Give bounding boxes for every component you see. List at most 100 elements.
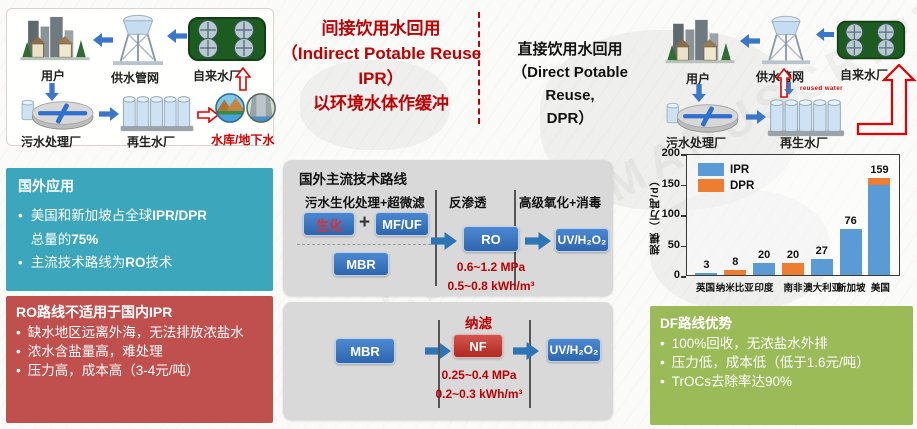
bar-segment-dpr: [868, 178, 891, 185]
reclaimed-label: 再生水厂: [780, 136, 829, 150]
bullet-item: • 压力高，成本高（3-4元/吨）: [16, 362, 263, 381]
bullet-item: • TrOCs去除率达90%: [660, 372, 903, 391]
legend-swatch: [698, 179, 724, 192]
bar-value-label: 8: [732, 256, 739, 269]
waterworks-label: 自来水厂: [193, 69, 242, 83]
y-tick-label: 0: [673, 269, 680, 281]
bar-column: 159: [868, 164, 891, 275]
df-advantage-box: DF路线优势 • 100%回收，无浓盐水外排 • 压力低，成本低（低于1.6元/吨）…: [650, 306, 913, 425]
flow-title: 国外主流技术路线: [299, 172, 407, 187]
bar-segment-dpr: [781, 262, 804, 275]
water-tower-icon: [111, 13, 165, 67]
waterworks-icon: [836, 18, 906, 62]
bullet-item: • 主流技术路线为RO技术: [18, 251, 261, 275]
flow-arrow-right-icon: [746, 110, 766, 124]
box-title: DF路线优势: [660, 316, 732, 331]
x-tick-label: 美国: [870, 283, 890, 294]
map-watermark-blob: [300, 60, 450, 150]
stage2-header: 反渗透: [449, 196, 487, 210]
network-label: 供水管网: [111, 71, 160, 85]
bullet-marker: •: [18, 255, 23, 271]
clarifier-icon: [17, 97, 97, 131]
bullet-marker: •: [660, 374, 665, 390]
bullet-marker: •: [18, 208, 23, 223]
stage3-header: 高级氧化+消毒: [519, 196, 602, 210]
bar-value-label: 20: [786, 248, 800, 261]
plus-sign: +: [359, 212, 371, 233]
bullet-text: TrOCs去除率达90%: [671, 374, 792, 390]
bar-segment-ipr: [810, 258, 833, 275]
bullet-item: • 浓水含盐量高，难处理: [16, 343, 263, 362]
dashed-separator: [297, 244, 431, 245]
pressure-spec: 0.6~1.2 MPa: [456, 260, 526, 274]
chart-bars: 3 8 20 20 27 76 159: [687, 155, 899, 275]
bullet-item: • 压力低，成本低（低于1.6元/吨）: [660, 353, 903, 372]
clarifier-icon: [662, 100, 742, 134]
bar-column: 20: [753, 249, 776, 275]
chart-x-labels: 英国 纳米比亚 印度 南非 澳大利亚 新加坡 美国: [686, 280, 900, 294]
bullet-item: • 缺水地区远离外海，无法排放浓盐水: [16, 324, 263, 343]
flow-arrow-right-icon: [99, 107, 119, 121]
reclaimed-label: 再生水厂: [127, 135, 176, 149]
bar-column: 3: [695, 259, 718, 275]
ro-specs: 0.6~1.2 MPa 0.5~0.8 kWh/m³: [441, 258, 541, 295]
nf-specs: 0.25~0.4 MPa 0.2~0.3 kWh/m³: [425, 366, 533, 403]
bar-column: 8: [724, 256, 747, 275]
mbr-box: MBR: [335, 338, 395, 364]
waterworks-label: 自来水厂: [840, 68, 889, 82]
city-icon: [19, 15, 91, 65]
foreign-tech-route-box: 国外主流技术路线 污水生化处理+超微滤 反渗透 高级氧化+消毒 生化 + MF/…: [283, 160, 613, 296]
ipr-dpr-scale-chart: 规模（万吨/d） 3 8 20 20 27 76 159 英国 纳米比亚 印度 南非 澳大利亚 新加坡…: [646, 146, 914, 304]
uv-box: UV/H₂O₂: [555, 228, 609, 252]
y-tick-mark: [681, 276, 686, 278]
bullet-marker: •: [660, 336, 665, 351]
bullet-marker: •: [16, 362, 21, 378]
ipr-diagram: 用户 供水管网 自来水厂 污水处理厂 再生水厂 水库/地下水: [6, 8, 277, 149]
mbr-box: MBR: [333, 252, 389, 276]
bullet-text: 缺水地区远离外海，无法排放浓盐水: [27, 325, 244, 340]
dpr-diagram: 用户 供水管网 自来水厂 污水处理厂 再生水厂 reused water: [648, 6, 917, 150]
y-tick-mark: [681, 154, 686, 156]
nf-header: 纳滤: [465, 316, 492, 331]
legend-label: IPR: [730, 163, 750, 176]
flow-arrow-left-icon: [167, 29, 187, 43]
waterworks-icon: [187, 15, 267, 63]
bullet-marker: •: [16, 325, 21, 340]
tanks-icon: [766, 96, 846, 138]
dpr-title: 直接饮用水回用 （Direct Potable Reuse, DPR）: [486, 38, 654, 130]
bar-column: 76: [839, 215, 862, 275]
red-outline-arrow-right-icon: [197, 107, 219, 123]
bar-column: 27: [810, 245, 833, 275]
nf-box: NF: [453, 334, 503, 358]
stage1-header: 污水生化处理+超微滤: [305, 196, 425, 210]
bullet-item: • 100%回收，无浓盐水外排: [660, 334, 903, 353]
uv-box: UV/H₂O₂: [547, 338, 601, 362]
bar-value-label: 20: [757, 248, 771, 261]
bullet-marker: •: [16, 343, 21, 359]
bar-segment-ipr: [868, 184, 891, 275]
bar-segment-ipr: [695, 273, 718, 275]
x-tick-label: 纳米比亚: [715, 283, 754, 294]
legend-swatch: [698, 163, 724, 176]
bullet-item: • 美国和新加坡占全球IPR/DPR 总量的75%: [18, 204, 261, 251]
box-title: 国外应用: [18, 178, 74, 194]
biochem-box: 生化: [303, 212, 355, 236]
flow-arrow-down-small-icon: [784, 82, 794, 95]
chart-plot-area: 3 8 20 20 27 76 159: [686, 154, 900, 276]
bullet-text: 美国和新加坡占全球IPR/DPR 总量的75%: [30, 208, 207, 247]
ipr-title-line3: IPR）: [358, 69, 404, 88]
flow-arrow-left-icon: [740, 34, 760, 48]
ro-box: RO: [463, 226, 519, 252]
energy-spec: 0.5~0.8 kWh/m³: [447, 278, 535, 293]
reservoir-icon: [215, 91, 277, 125]
legend-entry: IPR: [698, 163, 754, 176]
ipr-title-line4: 以环境水体作缓冲: [313, 94, 449, 113]
wwtp-label: 污水处理厂: [666, 136, 727, 150]
y-tick-label: 150: [661, 177, 680, 190]
users-label: 用户: [686, 72, 711, 86]
bullet-marker: •: [660, 355, 665, 371]
water-tower-icon: [760, 14, 812, 66]
nf-route-box: MBR 纳滤 NF 0.25~0.4 MPa 0.2~0.3 kWh/m³ UV…: [283, 302, 613, 420]
box-title: RO路线不适用于国内IPR: [16, 304, 173, 320]
